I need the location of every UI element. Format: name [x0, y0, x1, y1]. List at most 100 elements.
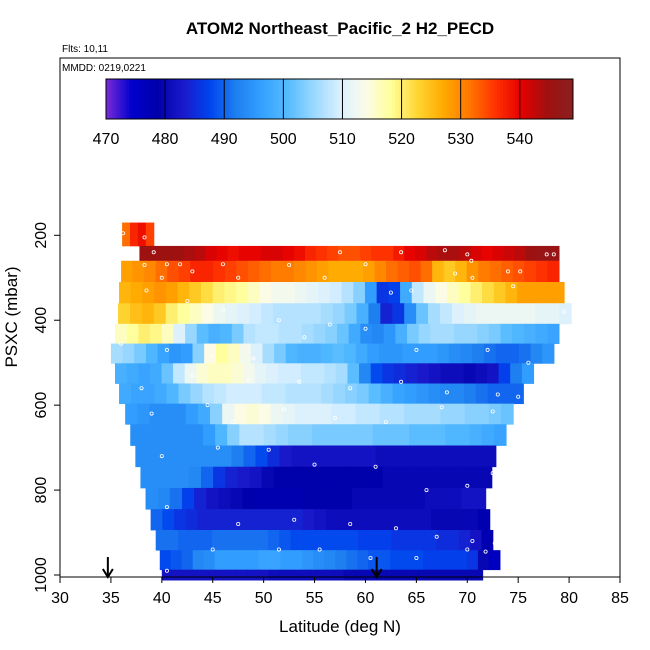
heatmap-cell: [439, 303, 453, 325]
heatmap-cell: [488, 323, 502, 344]
sample-point: [236, 275, 241, 280]
y-tick-label: 1000: [33, 557, 50, 593]
heatmap-cell: [282, 403, 296, 425]
heatmap-cell: [153, 303, 167, 325]
heatmap-cell: [547, 323, 560, 344]
heatmap-cell: [464, 403, 478, 425]
heatmap-cell: [495, 343, 508, 364]
heatmap-cell: [249, 245, 262, 262]
colorbar-segment: [359, 79, 364, 119]
x-axis-label: Latitude (deg N): [279, 617, 401, 636]
colorbar-segment: [263, 79, 268, 119]
heatmap-cell: [239, 424, 253, 446]
colorbar-segment: [537, 79, 542, 119]
heatmap-cell: [406, 466, 420, 489]
heatmap-cell: [122, 343, 135, 364]
heatmap-cell: [192, 343, 205, 364]
heatmap-cell: [452, 403, 466, 425]
heatmap-cell: [224, 260, 237, 283]
heatmap-cell: [174, 509, 187, 531]
heatmap-cell: [413, 343, 427, 364]
colorbar-segment: [470, 79, 475, 119]
heatmap-cell: [247, 550, 260, 571]
heatmap-cell: [371, 245, 383, 262]
heatmap-cell: [448, 343, 462, 364]
heatmap-cell: [258, 550, 271, 571]
sample-point: [281, 407, 286, 412]
heatmap-cell: [382, 466, 396, 489]
sample-point: [465, 252, 470, 257]
heatmap-cell: [457, 424, 471, 446]
heatmap-cell: [487, 303, 501, 325]
colorbar-frame: [105, 78, 574, 120]
colorbar-segment: [389, 79, 393, 119]
colorbar-segment: [161, 79, 165, 119]
colorbar-segment: [491, 79, 495, 119]
heatmap-cell: [396, 424, 410, 446]
heatmap-cell: [402, 529, 415, 551]
heatmap-cell: [517, 282, 530, 304]
sample-point: [220, 307, 225, 312]
heatmap-cell: [325, 509, 339, 531]
heatmap-cell: [207, 363, 221, 384]
heatmap-cell: [188, 466, 202, 489]
heatmap-cell: [178, 529, 191, 551]
heatmap-cell: [416, 383, 429, 405]
colorbar-segment: [543, 79, 548, 119]
heatmap-cell: [173, 323, 186, 344]
heatmap-cell: [352, 487, 365, 510]
heatmap-cell: [333, 383, 346, 405]
colorbar-segment: [149, 79, 154, 119]
heatmap-cell: [267, 509, 280, 531]
heatmap-cell: [316, 260, 330, 283]
heatmap-cell: [471, 445, 485, 468]
x-tick-label: 65: [407, 590, 425, 607]
heatmap-cell: [212, 282, 226, 304]
colorbar-segment: [415, 79, 419, 119]
heatmap-cell: [164, 466, 178, 489]
heatmap-cell: [178, 260, 191, 283]
heatmap-cell: [318, 282, 331, 304]
colorbar-segment: [511, 79, 516, 119]
heatmap-cell: [254, 363, 267, 384]
heatmap-cell: [126, 323, 139, 344]
colorbar-segment: [418, 79, 422, 119]
heatmap-cell: [437, 487, 450, 510]
colorbar-segment: [424, 79, 428, 119]
heatmap-cell: [430, 323, 443, 344]
colorbar-segment: [549, 79, 554, 119]
heatmap-cell: [247, 282, 261, 304]
heatmap-cell: [335, 550, 347, 571]
colorbar-segment: [117, 79, 122, 119]
heatmap-cell: [273, 466, 287, 489]
heatmap-cell: [251, 424, 265, 446]
heatmap-cell: [314, 509, 327, 531]
heatmap-cell: [169, 487, 183, 510]
heatmap-cell: [155, 529, 168, 551]
heatmap-cell: [469, 424, 483, 446]
colorbar-segment: [246, 79, 250, 119]
heatmap-cell: [511, 303, 525, 325]
heatmap-cell: [189, 282, 202, 304]
colorbar-segment: [286, 79, 291, 119]
heatmap-cell: [327, 445, 341, 468]
heatmap-cell: [356, 303, 370, 325]
heatmap-cell: [419, 509, 432, 531]
heatmap-cell: [204, 343, 217, 364]
heatmap-cell: [423, 282, 436, 304]
heatmap-cell: [429, 569, 441, 581]
heatmap-cell: [390, 550, 402, 571]
heatmap-cell: [237, 466, 251, 489]
heatmap-cell: [262, 343, 275, 364]
heatmap-cell: [220, 323, 233, 344]
heatmap-cell: [306, 282, 319, 304]
heatmap-cell: [363, 260, 376, 283]
heatmap-cell: [461, 487, 475, 510]
heatmap-cell: [380, 529, 393, 551]
heatmap-cell: [145, 343, 159, 364]
heatmap-cell: [455, 466, 469, 489]
heatmap-cell: [201, 260, 214, 283]
heatmap-cell: [185, 403, 199, 425]
heatmap-cell: [173, 403, 187, 425]
heatmap-cell: [414, 529, 426, 551]
